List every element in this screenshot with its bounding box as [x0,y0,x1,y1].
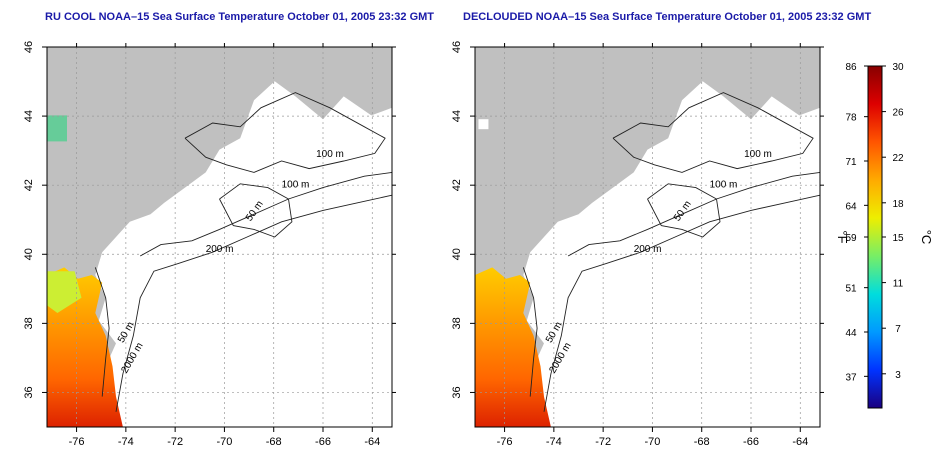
fahrenheit-tick-label: 51 [845,284,857,295]
colorbar-gradient [867,65,883,409]
right-contour-200m [567,171,821,257]
left-contour-100m [184,92,386,173]
celsius-unit-label: °C [919,230,934,245]
left-contour-50m-south [94,267,110,397]
right-lat-tick-label: 38 [451,317,463,329]
left-lat-tick-label: 40 [23,248,35,260]
left-contour-200m [139,171,393,257]
left-lon-tick-label: -66 [315,436,331,448]
fahrenheit-tick-label: 44 [845,328,857,339]
left-lon-tick-label: -72 [167,436,183,448]
celsius-tick-label: 3 [895,370,901,381]
right-contour-label-m200: 200 m [634,244,662,255]
right-contour-2000m [543,194,821,412]
left-contour-label-m100: 100 m [316,149,344,160]
left-lat-tick-label: 46 [23,41,35,53]
left-contour-50m [219,183,293,238]
right-lon-tick-label: -72 [595,436,611,448]
left-lat-tick-label: 38 [23,317,35,329]
left-lat-tick-label: 42 [23,179,35,191]
right-contour-100m [612,92,814,173]
right-lon-tick-label: -70 [644,436,660,448]
temperature-colorbar: 86 78 71 64 59 51 44 37 30 26 22 18 15 11 7 3 °F °C [835,62,934,409]
fahrenheit-tick-label: 64 [845,201,857,212]
fahrenheit-tick-label: 37 [845,372,857,383]
left-lon-tick-label: -76 [69,436,85,448]
right-contour-50m-south [522,267,538,397]
right-lat-tick-label: 42 [451,179,463,191]
left-lon-tick-label: -70 [216,436,232,448]
fahrenheit-tick-label: 71 [845,157,857,168]
left-map-title: RU COOL NOAA–15 Sea Surface Temperature … [45,11,435,23]
fahrenheit-tick-label: 59 [845,233,857,244]
celsius-tick-label: 15 [892,233,904,244]
left-lon-tick-label: -64 [364,436,380,448]
left-bathymetry-contours [94,92,393,412]
right-contour-label-m100: 100 m [710,180,738,191]
celsius-tick-label: 22 [892,153,904,164]
left-cloud-contaminated-pixels [47,271,82,313]
left-lon-tick-label: -74 [118,436,134,448]
left-contour-2000m [115,194,393,412]
left-contour-label-m100: 100 m [282,180,310,191]
left-lat-tick-label: 36 [23,386,35,398]
left-lat-tick-label: 44 [23,110,35,122]
right-declouded-gap [478,119,489,130]
left-contour-label-m200: 200 m [206,244,234,255]
right-bathymetry-contours [522,92,821,412]
right-lon-tick-label: -76 [497,436,513,448]
celsius-tick-label: 26 [892,108,904,119]
right-lon-tick-label: -68 [694,436,710,448]
right-map-title: DECLOUDED NOAA–15 Sea Surface Temperatur… [463,11,872,23]
right-map-frame [474,46,821,428]
fahrenheit-unit-label: °F [835,230,850,243]
fahrenheit-tick-label: 78 [845,113,857,124]
right-lat-tick-label: 44 [451,110,463,122]
celsius-tick-label: 7 [895,324,901,335]
right-lat-tick-label: 46 [451,41,463,53]
celsius-tick-label: 18 [892,199,904,210]
right-lon-tick-label: -64 [792,436,808,448]
right-sst-field [475,267,551,427]
right-lat-tick-label: 40 [451,248,463,260]
left-lon-tick-label: -68 [266,436,282,448]
right-lon-tick-label: -74 [546,436,562,448]
right-lat-tick-label: 36 [451,386,463,398]
celsius-tick-label: 30 [892,62,904,73]
left-map-frame [46,46,393,428]
celsius-tick-label: 11 [893,279,904,290]
right-contour-label-m100: 100 m [744,149,772,160]
left-coastal-gulf-maine-pixels [47,115,67,142]
left-land-mask [47,47,392,427]
right-contour-50m [647,183,721,238]
right-land-mask [475,47,820,427]
fahrenheit-tick-label: 86 [845,62,857,73]
right-lon-tick-label: -66 [743,436,759,448]
